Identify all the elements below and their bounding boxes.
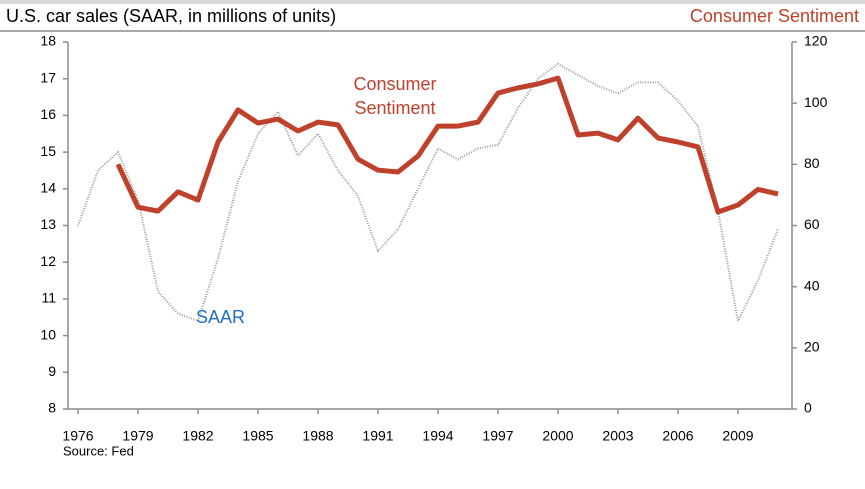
x-tick-label: 2006: [662, 428, 693, 444]
x-tick-label: 1985: [242, 428, 273, 444]
y2-tick-label: 60: [804, 216, 820, 232]
y2-tick-label: 120: [804, 33, 828, 49]
y-tick-label: 18: [40, 33, 56, 49]
y-tick-label: 12: [40, 253, 56, 269]
x-tick-label: 1991: [362, 428, 393, 444]
y-tick-label: 16: [40, 106, 56, 122]
y2-tick-label: 100: [804, 94, 828, 110]
x-tick-label: 1982: [182, 428, 213, 444]
x-tick-label: 1997: [482, 428, 513, 444]
y-tick-label: 8: [48, 400, 56, 416]
x-tick-label: 1979: [122, 428, 153, 444]
source: Source: Fed: [63, 443, 134, 458]
y-tick-label: 9: [48, 363, 56, 379]
x-tick-label: 1976: [62, 428, 93, 444]
x-tick-label: 2000: [542, 428, 573, 444]
x-tick-label: 2009: [722, 428, 753, 444]
y-tick-label: 14: [40, 180, 56, 196]
y-tick-label: 10: [40, 326, 56, 342]
y2-axis-label: Consumer Sentiment: [690, 6, 859, 26]
x-tick-label: 2003: [602, 428, 633, 444]
chart-title: U.S. car sales (SAAR, in millions of uni…: [6, 6, 336, 26]
series-line: [115, 75, 779, 215]
series-label: Consumer Sentiment: [353, 74, 437, 118]
y-tick-label: 17: [40, 69, 56, 85]
y-tick-label: 11: [41, 290, 56, 306]
y2-tick-label: 20: [804, 339, 820, 355]
x-tick-label: 1988: [302, 428, 333, 444]
series-label: SAAR: [196, 307, 246, 327]
y2-tick-label: 0: [804, 400, 812, 416]
x-tick-label: 1994: [422, 428, 453, 444]
header-band: [0, 0, 865, 4]
y-tick-label: 13: [40, 216, 56, 232]
y2-tick-label: 40: [804, 277, 820, 293]
y-tick-label: 15: [40, 143, 56, 159]
y2-tick-label: 80: [804, 155, 820, 171]
